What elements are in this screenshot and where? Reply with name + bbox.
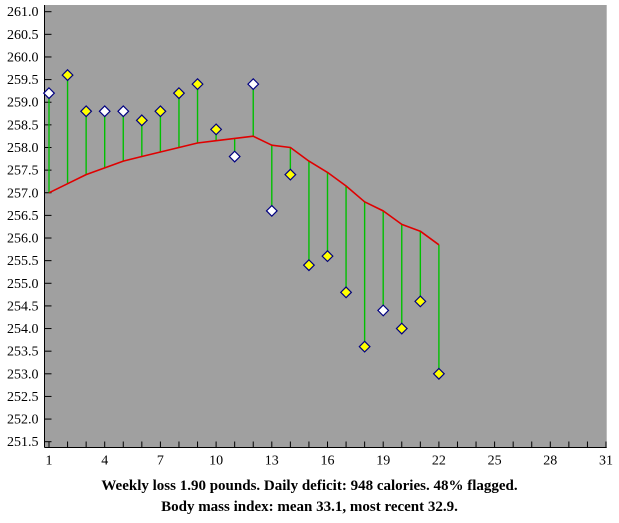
data-point-marker-flagged [358,340,371,353]
x-tick-label: 31 [599,454,613,469]
data-point-marker-flagged [414,295,427,308]
y-tick-label: 254.5 [7,299,39,314]
x-tick-label: 7 [157,454,164,469]
y-tick-label: 260.0 [7,50,39,65]
data-point-marker-flagged [432,367,446,380]
x-tick-label: 10 [209,454,223,469]
data-point-marker-flagged [395,322,408,335]
weight-trend-chart: 261.0 260.5 260.0 259.5 259.0 258.5 258.0 257.5… [7,5,613,469]
y-tick-label: 258.5 [7,118,39,133]
x-tick-label: 25 [488,454,502,469]
caption-line-bmi: Body mass index: mean 33.1, most recent … [161,499,458,515]
data-point-marker-flagged [172,87,186,100]
data-point-marker-unflagged [98,105,111,118]
data-point-marker-flagged [61,68,74,82]
caption-line-weekly-loss: Weekly loss 1.90 pounds. Daily deficit: … [101,478,518,494]
x-tick-label: 19 [376,454,390,469]
data-point-marker-flagged [339,286,353,299]
y-tick-label: 255.5 [7,254,39,269]
y-tick-label: 255.0 [7,277,39,292]
y-tick-label: 257.0 [7,186,39,201]
data-point-marker-flagged [135,114,148,127]
x-tick-label: 22 [432,454,446,469]
data-point-marker-flagged [154,105,167,118]
y-tick-label: 260.5 [7,28,39,43]
x-tick-label: 13 [265,454,279,469]
x-tick-label: 4 [101,454,108,469]
y-tick-label: 252.0 [7,413,39,428]
y-tick-label: 258.0 [7,141,39,156]
data-point-marker-unflagged [247,77,260,91]
data-point-marker-flagged [79,105,93,118]
y-tick-label: 253.5 [7,345,39,360]
trend-line [48,135,440,246]
data-point-marker-unflagged [377,304,390,317]
y-tick-label: 256.0 [7,232,39,247]
data-point-marker-unflagged [228,150,241,163]
data-point-marker-unflagged [42,87,56,100]
data-point-marker-flagged [191,77,204,91]
y-tick-label: 261.0 [7,5,39,20]
plot-area [44,5,607,448]
data-point-marker-flagged [284,168,297,181]
y-tick-label: 259.5 [7,73,39,88]
data-point-marker-unflagged [117,105,130,118]
y-tick-label: 256.5 [7,209,39,224]
x-tick-label: 16 [321,454,335,469]
data-point-marker-flagged [209,123,223,136]
y-tick-label: 254.0 [7,322,39,337]
chart-caption: Weekly loss 1.90 pounds. Daily deficit: … [0,476,619,518]
y-tick-label: 259.0 [7,96,39,111]
y-tick-label: 252.5 [7,390,39,405]
x-tick-label: 1 [46,454,53,469]
x-tick-label: 28 [543,454,557,469]
y-tick-label: 257.5 [7,164,39,179]
y-tick-label: 253.0 [7,367,39,382]
y-tick-label: 251.5 [7,435,39,450]
data-point-marker-unflagged [265,204,278,218]
data-point-marker-flagged [321,249,334,263]
data-point-marker-flagged [302,259,316,272]
